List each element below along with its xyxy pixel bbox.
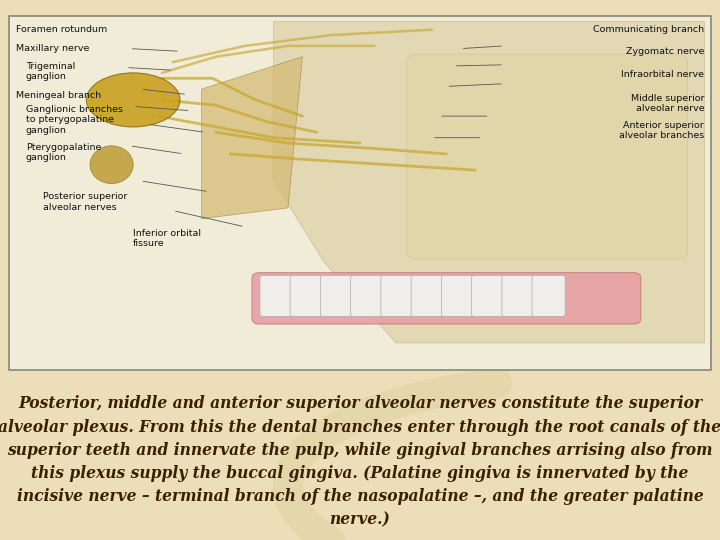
Text: Pterygopalatine
ganglion: Pterygopalatine ganglion (26, 143, 102, 162)
FancyBboxPatch shape (411, 275, 444, 316)
Text: Ganglionic branches
to pterygopalatine
ganglion: Ganglionic branches to pterygopalatine g… (26, 105, 123, 135)
Text: Maxillary nerve: Maxillary nerve (16, 44, 89, 53)
Text: Anterior superior
alveolar branches: Anterior superior alveolar branches (619, 121, 704, 140)
FancyBboxPatch shape (407, 54, 688, 259)
FancyBboxPatch shape (290, 275, 323, 316)
Text: Infraorbital nerve: Infraorbital nerve (621, 70, 704, 79)
Polygon shape (202, 57, 302, 219)
Text: superior teeth and innervate the pulp, while gingival branches arrising also fro: superior teeth and innervate the pulp, w… (7, 442, 713, 458)
Text: Meningeal branch: Meningeal branch (16, 91, 101, 100)
FancyBboxPatch shape (260, 275, 293, 316)
Polygon shape (274, 22, 704, 343)
FancyBboxPatch shape (351, 275, 384, 316)
FancyBboxPatch shape (502, 275, 535, 316)
Ellipse shape (86, 73, 180, 127)
Text: nerve.): nerve.) (330, 511, 390, 528)
Bar (9, 16, 711, 370)
Text: Middle superior
alveolar nerve: Middle superior alveolar nerve (631, 94, 704, 113)
FancyBboxPatch shape (320, 275, 354, 316)
Text: Trigeminal
ganglion: Trigeminal ganglion (26, 62, 75, 81)
Text: this plexus supply the buccal gingiva. (Palatine gingiva is innervated by the: this plexus supply the buccal gingiva. (… (31, 465, 689, 482)
Text: incisive nerve – terminal branch of the nasopalatine –, and the greater palatine: incisive nerve – terminal branch of the … (17, 488, 703, 505)
Text: Zygomatс nerve: Zygomatс nerve (626, 47, 704, 56)
FancyBboxPatch shape (472, 275, 505, 316)
Ellipse shape (90, 146, 133, 184)
FancyBboxPatch shape (441, 275, 474, 316)
Text: Foramen rotundum: Foramen rotundum (16, 25, 107, 34)
Text: Communicating branch: Communicating branch (593, 25, 704, 34)
FancyBboxPatch shape (381, 275, 414, 316)
FancyBboxPatch shape (252, 273, 641, 324)
Text: alveolar plexus. From this the dental branches enter through the root canals of : alveolar plexus. From this the dental br… (0, 418, 720, 435)
Text: Inferior orbital
fissure: Inferior orbital fissure (133, 229, 201, 248)
Text: Posterior, middle and anterior superior alveolar nerves constitute the superior: Posterior, middle and anterior superior … (18, 395, 702, 412)
Text: Posterior superior
alveolar nerves: Posterior superior alveolar nerves (43, 192, 127, 212)
FancyBboxPatch shape (532, 275, 565, 316)
